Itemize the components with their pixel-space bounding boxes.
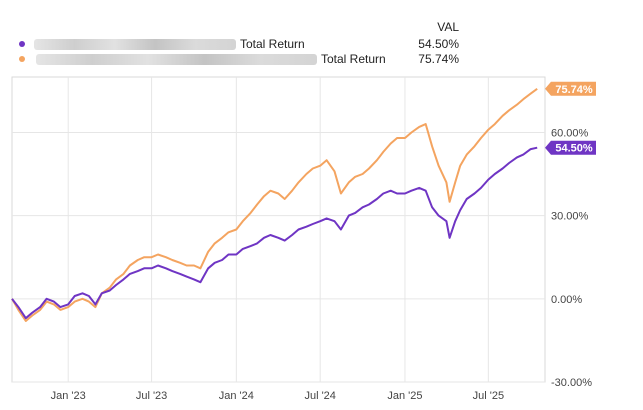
x-tick-label: Jan '25: [387, 390, 422, 402]
legend-row-2[interactable]: Total Return 75.74%: [0, 51, 643, 67]
y-tick-label: 60.00%: [551, 127, 589, 139]
tick-layer: Jan '23 Jul '23 Jan '24 Jul '24 Jan '25 Jul '…: [51, 127, 593, 402]
series-line-2: [11, 87, 538, 322]
x-tick-label: Jul '25: [473, 390, 504, 402]
end-label-badge: [545, 81, 596, 96]
redacted-series-name-2: [36, 54, 317, 65]
end-label-2: 75.74%: [545, 81, 596, 96]
end-label-text: 75.74%: [555, 84, 593, 96]
plot-border: [11, 76, 546, 383]
legend-name-1: Total Return: [240, 37, 305, 51]
legend-column-header: VAL: [437, 20, 459, 34]
legend-name-2: Total Return: [321, 52, 386, 66]
end-label-badge: [545, 140, 596, 155]
x-tick-label: Jan '23: [51, 390, 86, 402]
legend-marker-2: [19, 56, 25, 62]
end-label-1: 54.50%: [545, 140, 596, 155]
legend-value-1: 54.50%: [418, 37, 459, 51]
legend-row-1[interactable]: Total Return 54.50%: [0, 36, 643, 52]
grid-layer: [12, 77, 545, 383]
y-tick-label: -30.00%: [551, 377, 592, 389]
x-tick-label: Jul '24: [304, 390, 335, 402]
x-tick-label: Jan '24: [219, 390, 254, 402]
chart-legend: VAL Total Return 54.50% Total Return 75.…: [0, 0, 643, 72]
legend-marker-1: [19, 41, 25, 47]
redacted-series-name-1: [34, 39, 236, 50]
series-layer: [11, 87, 538, 322]
end-label-text: 54.50%: [555, 143, 593, 155]
plot-frame: [11, 76, 546, 383]
y-tick-label: 0.00%: [551, 294, 582, 306]
end-label-layer: 54.50% 75.74%: [545, 81, 596, 155]
legend-value-2: 75.74%: [418, 52, 459, 66]
y-tick-label: 30.00%: [551, 211, 589, 223]
x-tick-label: Jul '23: [136, 390, 167, 402]
series-line-1: [11, 146, 538, 320]
